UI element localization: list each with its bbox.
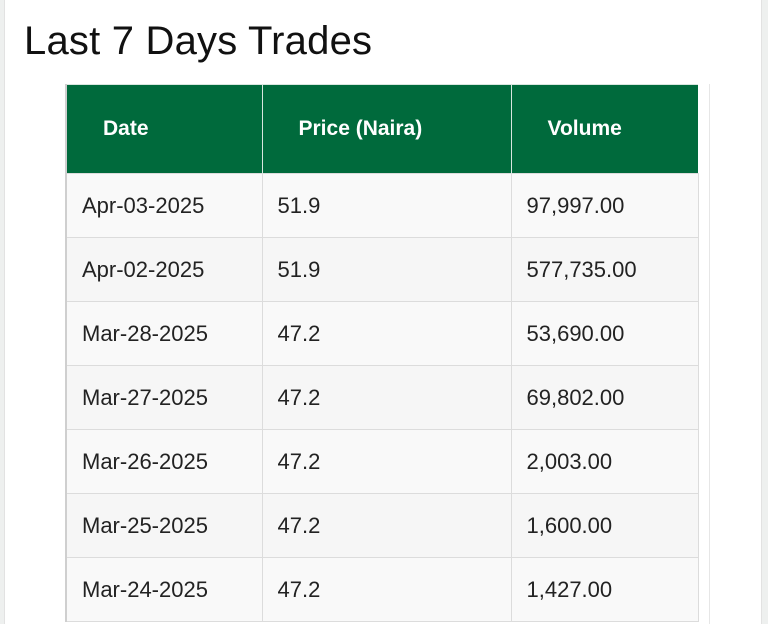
page-title: Last 7 Days Trades <box>24 19 373 63</box>
cell-price: 47.2 <box>261 429 512 494</box>
cell-price: 47.2 <box>261 493 512 558</box>
cell-date: Mar-27-2025 <box>65 365 263 430</box>
column-header-date: Date <box>65 84 262 174</box>
table-header-row: Date Price (Naira) Volume <box>65 84 698 174</box>
cell-volume: 1,600.00 <box>510 493 699 558</box>
cell-volume: 1,427.00 <box>510 557 699 622</box>
table-row: Apr-03-2025 51.9 97,997.00 <box>65 173 699 238</box>
cell-volume: 53,690.00 <box>510 301 699 366</box>
cell-volume: 577,735.00 <box>510 237 699 302</box>
cell-price: 47.2 <box>261 365 512 430</box>
column-header-price: Price (Naira) <box>261 84 511 174</box>
cell-volume: 2,003.00 <box>510 429 699 494</box>
cell-price: 47.2 <box>261 301 512 366</box>
trades-table-container: Date Price (Naira) Volume Apr-03-2025 51… <box>65 84 710 624</box>
table-row: Mar-24-2025 47.2 1,427.00 <box>65 557 699 622</box>
cell-date: Apr-02-2025 <box>65 237 263 302</box>
cell-volume: 97,997.00 <box>510 173 699 238</box>
cell-price: 47.2 <box>261 557 512 622</box>
cell-date: Mar-25-2025 <box>65 493 263 558</box>
cell-date: Mar-26-2025 <box>65 429 263 494</box>
cell-date: Mar-24-2025 <box>65 557 263 622</box>
cell-date: Apr-03-2025 <box>65 173 263 238</box>
trades-card: Last 7 Days Trades Date Price (Naira) Vo… <box>4 0 762 624</box>
cell-price: 51.9 <box>261 173 512 238</box>
table-row: Mar-26-2025 47.2 2,003.00 <box>65 429 699 494</box>
cell-volume: 69,802.00 <box>510 365 699 430</box>
cell-price: 51.9 <box>261 237 512 302</box>
table-row: Mar-25-2025 47.2 1,600.00 <box>65 493 699 558</box>
cell-date: Mar-28-2025 <box>65 301 263 366</box>
table-row: Mar-28-2025 47.2 53,690.00 <box>65 301 699 366</box>
column-header-volume: Volume <box>510 84 698 174</box>
table-row: Mar-27-2025 47.2 69,802.00 <box>65 365 699 430</box>
trades-table: Date Price (Naira) Volume Apr-03-2025 51… <box>65 84 699 622</box>
table-row: Apr-02-2025 51.9 577,735.00 <box>65 237 699 302</box>
